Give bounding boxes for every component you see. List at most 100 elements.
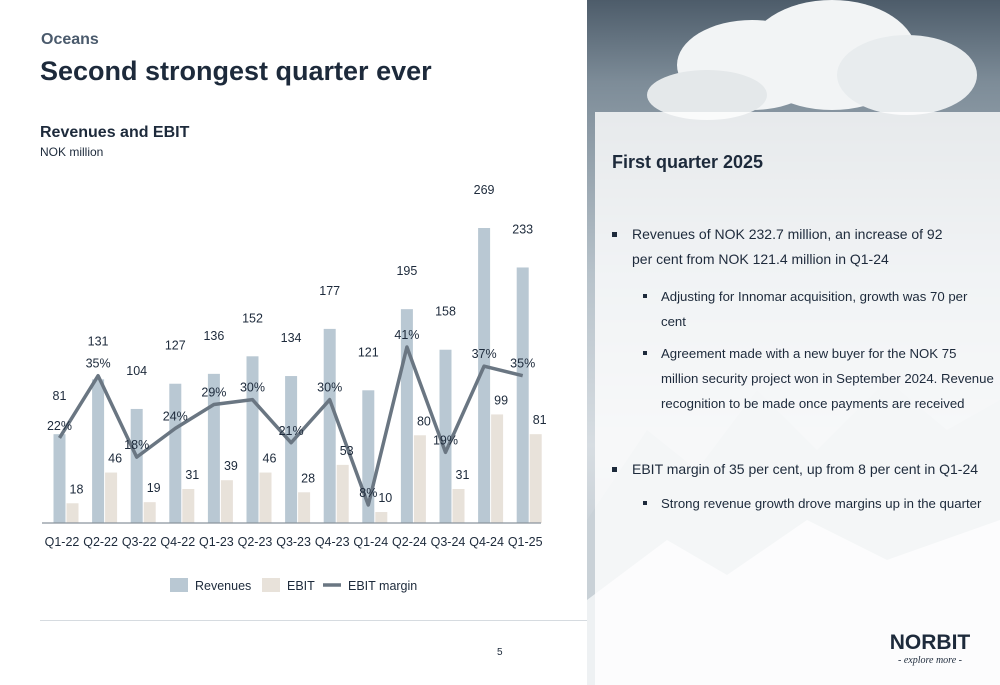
ebit-margin-line (58, 345, 524, 507)
revenue-data-label: 127 (165, 339, 186, 353)
margin-data-label: 22% (47, 419, 72, 433)
ebit-bar (491, 414, 504, 523)
section-label: Oceans (41, 31, 99, 48)
margin-data-label: 30% (240, 381, 265, 395)
revenue-data-label: 136 (203, 329, 224, 343)
category-tick-label: Q3-24 (431, 535, 466, 549)
bullet-marker (612, 467, 617, 472)
revenue-data-label: 195 (396, 264, 417, 278)
category-tick-label: Q4-23 (315, 535, 350, 549)
legend-label-ebit-margin: EBIT margin (348, 579, 417, 593)
margin-data-label: 30% (317, 381, 342, 395)
revenue-bar (516, 267, 529, 523)
bullet-line: per cent from NOK 121.4 million in Q1-24 (632, 251, 889, 267)
bullet-line: Adjusting for Innomar acquisition, growt… (661, 289, 968, 304)
bullet-line: million security project won in Septembe… (661, 371, 994, 386)
revenue-data-label: 104 (126, 364, 147, 378)
chart-title: Revenues and EBIT (40, 124, 190, 141)
ebit-bar (529, 434, 542, 523)
revenue-bar (439, 349, 452, 523)
bullet-line: recognition to be made once payments are… (661, 396, 965, 411)
norbit-logo: NORBIT (889, 631, 971, 654)
bullet-line: Revenues of NOK 232.7 million, an increa… (632, 226, 943, 242)
ebit-bar (298, 492, 311, 523)
bullet-ebit-margin: EBIT margin of 35 per cent, up from 8 pe… (612, 457, 979, 482)
ebit-data-label: 31 (185, 468, 199, 482)
bullet-marker (643, 501, 647, 505)
bullet-marker (612, 232, 617, 237)
ebit-data-label: 80 (417, 414, 431, 428)
category-tick-label: Q2-22 (83, 535, 118, 549)
ebit-data-label: 99 (494, 393, 508, 407)
cloud-shape (837, 35, 977, 115)
category-tick-label: Q4-22 (160, 535, 195, 549)
bullet-agreement: Agreement made with a new buyer for the … (643, 341, 994, 416)
legend-label-revenues: Revenues (195, 579, 251, 593)
bullet-innomar: Adjusting for Innomar acquisition, growt… (643, 284, 968, 334)
ebit-bar (105, 472, 118, 523)
category-tick-label: Q1-25 (508, 535, 543, 549)
revenue-bar (246, 356, 259, 523)
category-tick-label: Q3-23 (276, 535, 311, 549)
ebit-data-label: 46 (263, 452, 277, 466)
revenue-data-label: 152 (242, 311, 263, 325)
revenue-bar (207, 373, 220, 523)
bullet-line: Strong revenue growth drove margins up i… (661, 496, 982, 511)
ebit-bar (220, 480, 233, 523)
ebit-data-label: 28 (301, 471, 315, 485)
bullet-marker (643, 294, 647, 298)
legend-label-ebit: EBIT (287, 579, 315, 593)
slide-title: Second strongest quarter ever (40, 56, 432, 86)
bullet-line: Agreement made with a new buyer for the … (661, 346, 957, 361)
ebit-bar (375, 512, 388, 523)
bullet-revenues: Revenues of NOK 232.7 million, an increa… (612, 222, 943, 272)
margin-data-label: 21% (279, 424, 304, 438)
margin-data-label: 35% (510, 357, 535, 371)
category-tick-label: Q2-23 (238, 535, 273, 549)
slide-right-panel: First quarter 2025 Revenues of NOK 232.7… (587, 0, 1000, 685)
ebit-bar (259, 472, 272, 523)
ebit-data-label: 46 (108, 452, 122, 466)
summary-panel: First quarter 2025 Revenues of NOK 232.7… (595, 112, 1000, 685)
ebit-data-label: 18 (70, 482, 84, 496)
panel-title: First quarter 2025 (612, 152, 764, 172)
revenue-data-label: 177 (319, 284, 340, 298)
bullet-marker (643, 351, 647, 355)
revenue-bar (285, 376, 298, 523)
ebit-data-label: 31 (456, 468, 470, 482)
ebit-data-label: 81 (533, 413, 547, 427)
revenue-data-label: 134 (281, 331, 302, 345)
category-tick-label: Q4-24 (469, 535, 504, 549)
category-tick-label: Q1-24 (353, 535, 388, 549)
margin-data-label: 35% (86, 357, 111, 371)
legend-swatch-ebit (262, 578, 280, 592)
margin-data-label: 41% (394, 328, 419, 342)
ebit-bar (66, 503, 79, 523)
revenue-data-label: 269 (474, 183, 495, 197)
category-tick-label: Q2-24 (392, 535, 427, 549)
revenue-data-label: 81 (53, 389, 67, 403)
margin-data-label: 29% (201, 385, 226, 399)
ebit-bar (143, 502, 156, 523)
revenue-data-label: 131 (88, 334, 109, 348)
revenue-bar (92, 379, 105, 523)
category-tick-label: Q1-23 (199, 535, 234, 549)
bullet-revenue-growth: Strong revenue growth drove margins up i… (643, 491, 982, 516)
bullet-line: cent (661, 314, 686, 329)
revenue-data-label: 121 (358, 345, 379, 359)
ebit-bar (182, 489, 195, 523)
margin-data-label: 19% (433, 433, 458, 447)
revenue-bar (130, 408, 143, 523)
revenue-bar (169, 383, 182, 523)
ebit-bar (336, 464, 349, 523)
ebit-data-label: 19 (147, 481, 161, 495)
margin-data-label: 18% (124, 438, 149, 452)
ebit-bar (413, 435, 426, 523)
bullet-line: EBIT margin of 35 per cent, up from 8 pe… (632, 461, 979, 477)
footer-divider (40, 620, 587, 621)
ebit-data-label: 53 (340, 444, 354, 458)
legend-swatch-revenues (170, 578, 188, 592)
margin-data-label: 37% (472, 347, 497, 361)
revenue-data-label: 233 (512, 222, 533, 236)
revenues-ebit-chart: 81 131 104 127 136 152 134 177 121 195 158 269 233 18… (42, 183, 547, 593)
